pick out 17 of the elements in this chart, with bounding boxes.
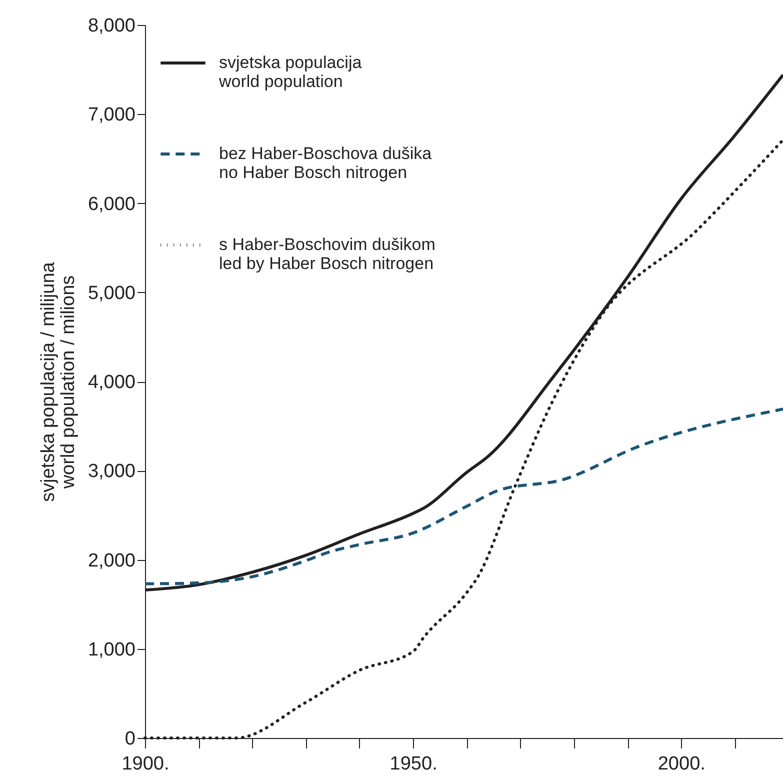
legend-label: svjetska populacija world population <box>218 53 362 91</box>
legend-label: s Haber-Boschovim dušikom led by Haber Bosch nitrogen <box>219 235 436 273</box>
legend-label: bez Haber-Boschova dušika no Haber Bosch nitrogen <box>219 144 432 182</box>
y-tick-label: 2,000 <box>88 550 136 572</box>
x-tick-label: 1900. <box>122 754 170 774</box>
y-tick-label: 3,000 <box>88 461 136 482</box>
x-tick-label: 2000. <box>658 754 706 774</box>
y-tick-label: 4,000 <box>88 372 136 393</box>
x-tick-label: 1950. <box>390 754 438 774</box>
y-tick-label: 6,000 <box>88 194 136 215</box>
y-tick-label: 1,000 <box>88 639 136 660</box>
line-series <box>144 408 783 586</box>
y-tick-label: 0 <box>124 728 136 750</box>
y-tick-label: 7,000 <box>88 104 136 126</box>
y-axis-title: svjetska populacija / milijuna world population / milions <box>38 262 79 502</box>
y-tick-label: 5,000 <box>88 282 136 304</box>
y-tick-label: 8,000 <box>88 16 136 36</box>
